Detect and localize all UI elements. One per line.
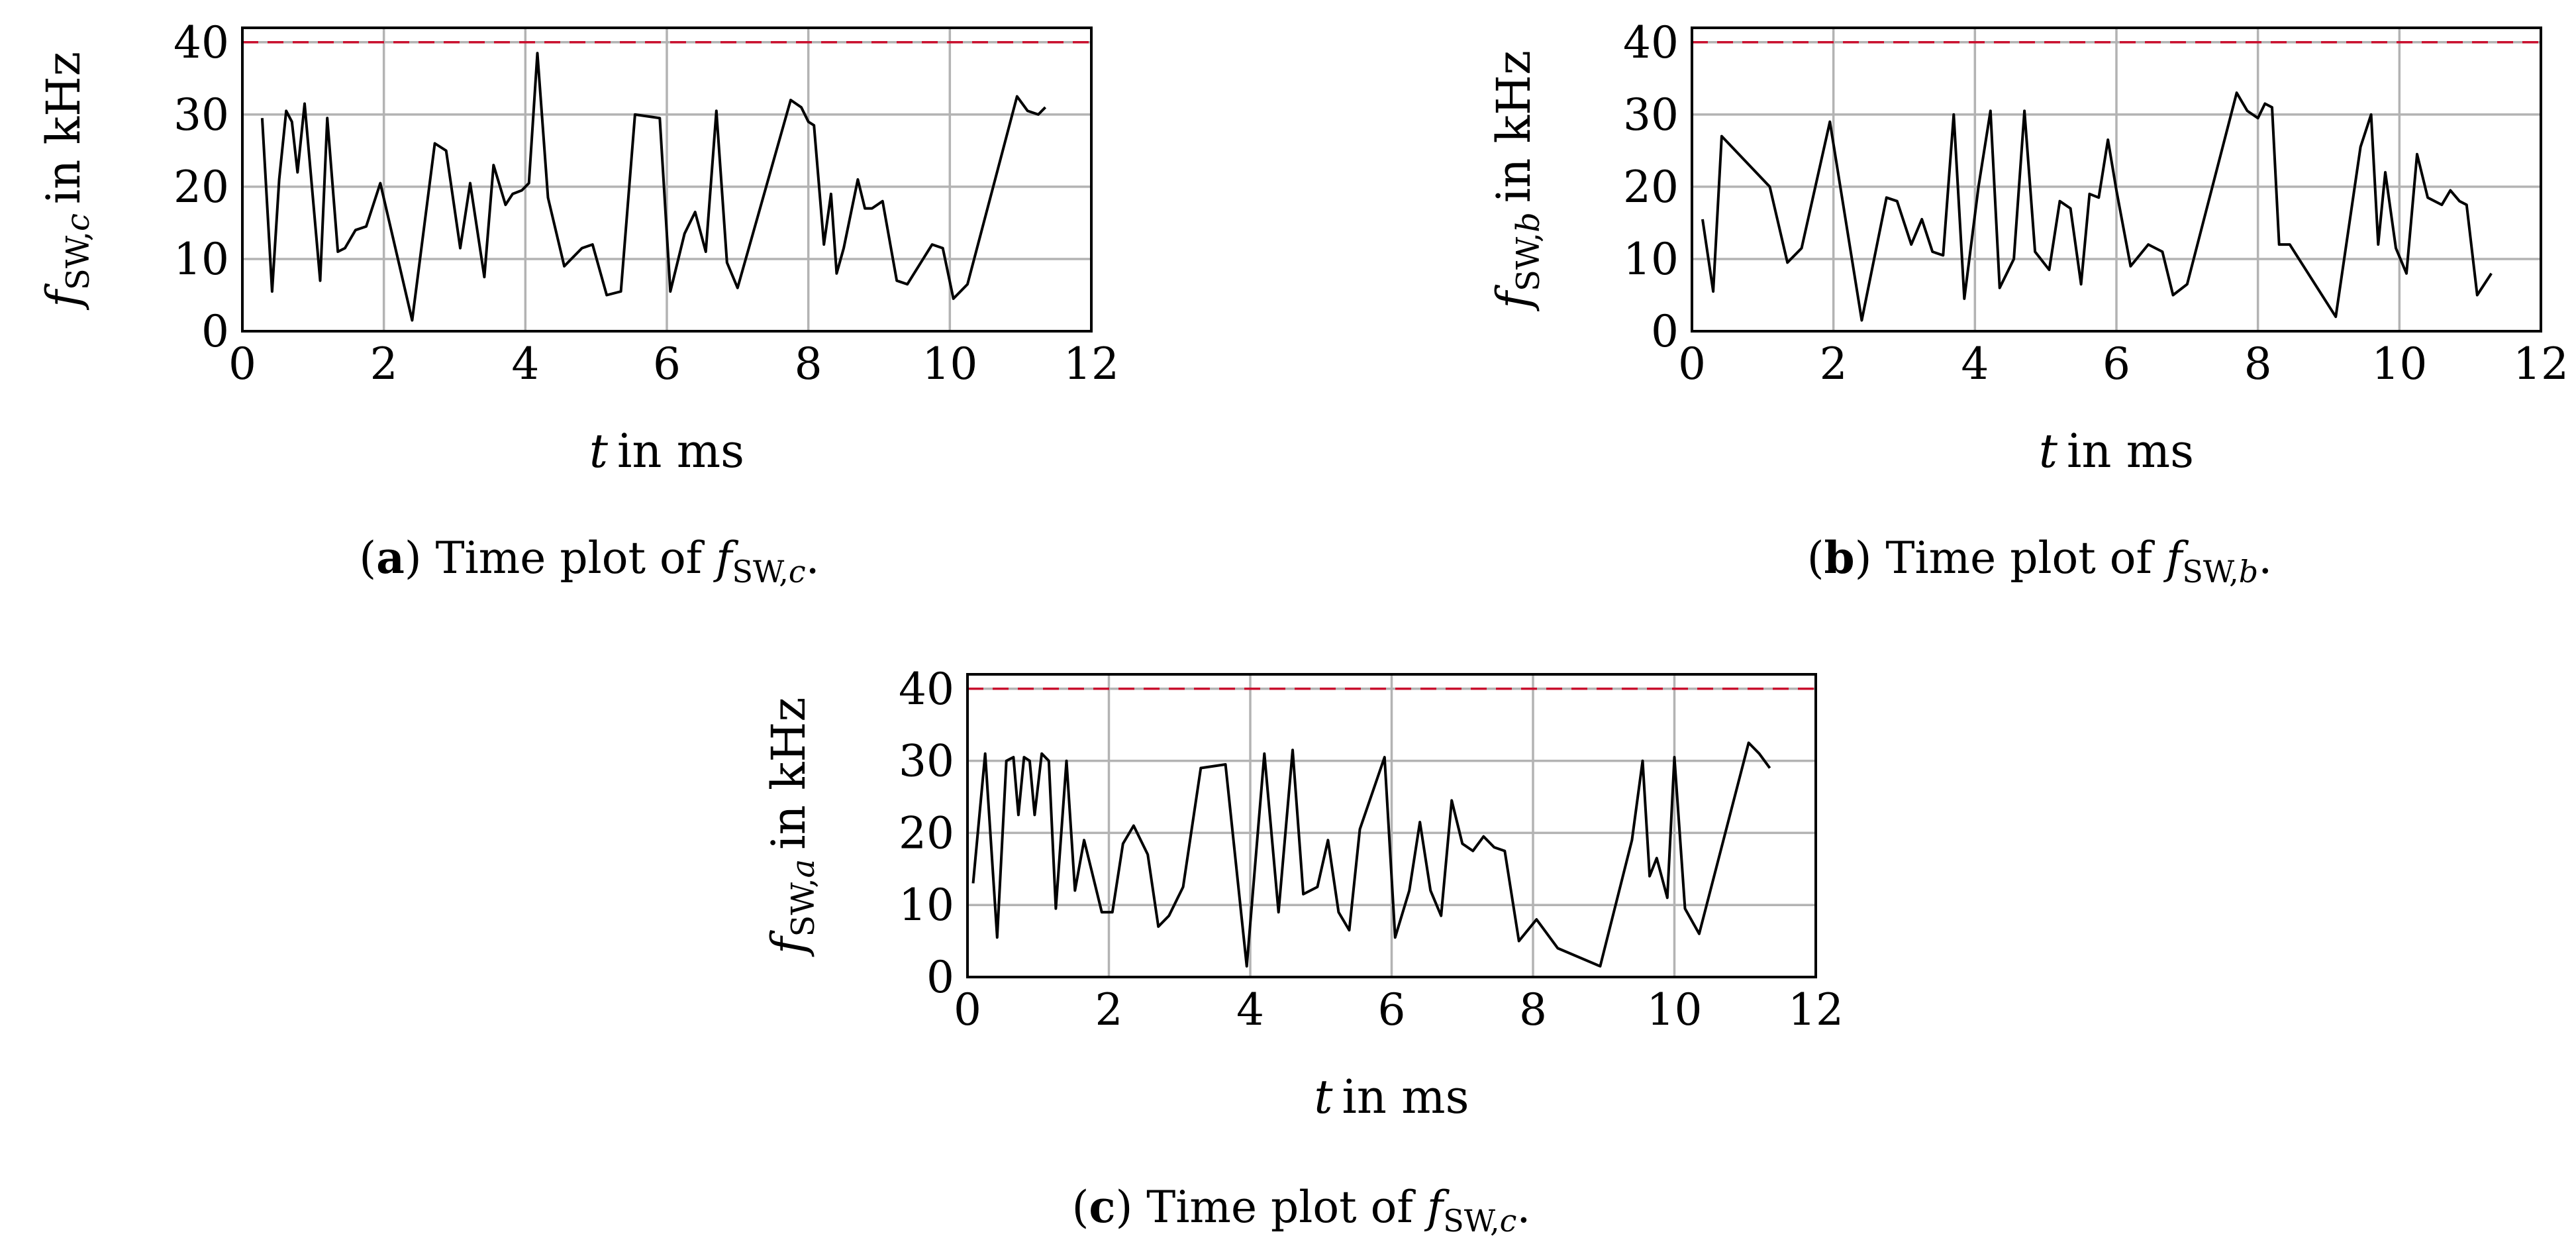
y-tick-label: 30 [899,736,954,787]
plot-frame [966,673,1817,978]
y-tick-label: 20 [899,807,954,858]
plot-frame [1691,26,2542,333]
caption-paren-close: ) [405,533,436,584]
caption-text: Time plot of [436,533,717,584]
subplot-caption: (a) Time plot of fSW,c. [359,532,819,590]
caption-paren-open: ( [1072,1182,1089,1233]
y-axis-subscript: SW, [1510,233,1547,291]
x-axis-unit: in ms [1342,1070,1469,1124]
x-tick-label: 2 [370,338,398,389]
caption-text: Time plot of [1146,1182,1427,1233]
caption-period: . [2258,533,2272,584]
caption-paren-close: ) [1116,1182,1147,1233]
x-tick-label: 2 [1820,338,1848,389]
y-axis-unit: in kHz [762,698,816,850]
y-axis-subscript: SW, [60,231,97,290]
x-axis-unit: in ms [617,424,744,478]
y-tick-label: 0 [201,306,229,357]
caption-text: Time plot of [1885,533,2166,584]
x-tick-label: 6 [2103,338,2130,389]
caption-subscript-var: c [789,554,806,590]
subplot-caption: (b) Time plot of fSW,b. [1807,532,2272,590]
subplot-caption: (c) Time plot of fSW,c. [1072,1181,1531,1239]
x-tick-label: 4 [1236,984,1264,1035]
y-axis-label: fSW,cin kHz [36,52,97,311]
caption-paren-open: ( [359,533,376,584]
x-tick-label: 0 [954,984,981,1035]
plot-frame [241,26,1093,333]
y-tick-label: 0 [1651,306,1679,357]
x-tick-label: 4 [511,338,539,389]
y-tick-label: 20 [1623,162,1679,213]
x-axis-unit: in ms [2067,424,2194,478]
y-tick-label: 10 [1623,234,1679,285]
x-tick-label: 0 [228,338,256,389]
y-axis-subscript: SW, [785,878,822,937]
x-tick-label: 12 [2513,338,2569,389]
y-tick-label: 40 [173,17,229,68]
x-tick-label: 4 [1961,338,1989,389]
x-tick-label: 8 [1519,984,1547,1035]
y-tick-label: 10 [899,880,954,931]
caption-subscript: SW, [732,554,789,590]
x-tick-label: 6 [1378,984,1406,1035]
tick-labels: 0 2 4 6 8 10 12 0 10 20 30 40 [899,664,1844,1035]
caption-subscript: SW, [2182,554,2238,590]
x-tick-label: 10 [922,338,977,389]
caption-period: . [806,533,820,584]
y-axis-subscript-var: b [1510,212,1547,233]
caption-paren-open: ( [1807,533,1824,584]
caption-period: . [1516,1182,1530,1233]
caption-tag: c [1089,1181,1115,1233]
x-tick-label: 8 [795,338,822,389]
x-axis-symbol: t [1314,1070,1333,1124]
y-axis-unit: in kHz [1487,50,1541,203]
series-line-f-sw-c [260,52,1047,322]
y-tick-label: 0 [926,952,954,1003]
y-tick-label: 40 [899,664,954,715]
x-tick-label: 8 [2244,338,2272,389]
y-axis-label: fSW,bin kHz [1487,50,1547,312]
x-axis-label: t in ms [589,424,744,478]
caption-subscript: SW, [1443,1203,1499,1239]
x-tick-label: 10 [1647,984,1703,1035]
x-tick-label: 12 [1064,338,1119,389]
caption-subscript-var: b [2239,554,2258,590]
y-axis-subscript-var: c [60,213,97,231]
y-axis-label: fSW,ain kHz [762,698,822,958]
caption-tag: b [1824,532,1855,584]
y-tick-label: 20 [173,162,229,213]
caption-paren-close: ) [1855,533,1886,584]
x-tick-label: 10 [2371,338,2427,389]
x-tick-label: 6 [653,338,681,389]
x-axis-label: t in ms [2039,424,2194,478]
x-axis-symbol: t [589,424,609,478]
caption-subscript-var: c [1500,1203,1517,1239]
tick-labels: 0 2 4 6 8 10 12 0 10 20 30 40 [173,17,1119,389]
x-tick-label: 0 [1678,338,1706,389]
y-tick-label: 10 [173,234,229,285]
y-tick-label: 40 [1623,17,1679,68]
x-axis-label: t in ms [1314,1070,1469,1124]
y-tick-label: 30 [173,89,229,140]
x-axis-symbol: t [2039,424,2058,478]
tick-labels: 0 2 4 6 8 10 12 0 10 20 30 40 [1623,17,2569,389]
caption-tag: a [376,532,405,584]
x-tick-label: 12 [1788,984,1844,1035]
series-line-f-sw-a [971,741,1771,968]
y-tick-label: 30 [1623,89,1679,140]
x-tick-label: 2 [1095,984,1123,1035]
series-line-f-sw-b [1701,91,2493,322]
y-axis-unit: in kHz [36,52,91,204]
y-axis-subscript-var: a [785,859,822,878]
